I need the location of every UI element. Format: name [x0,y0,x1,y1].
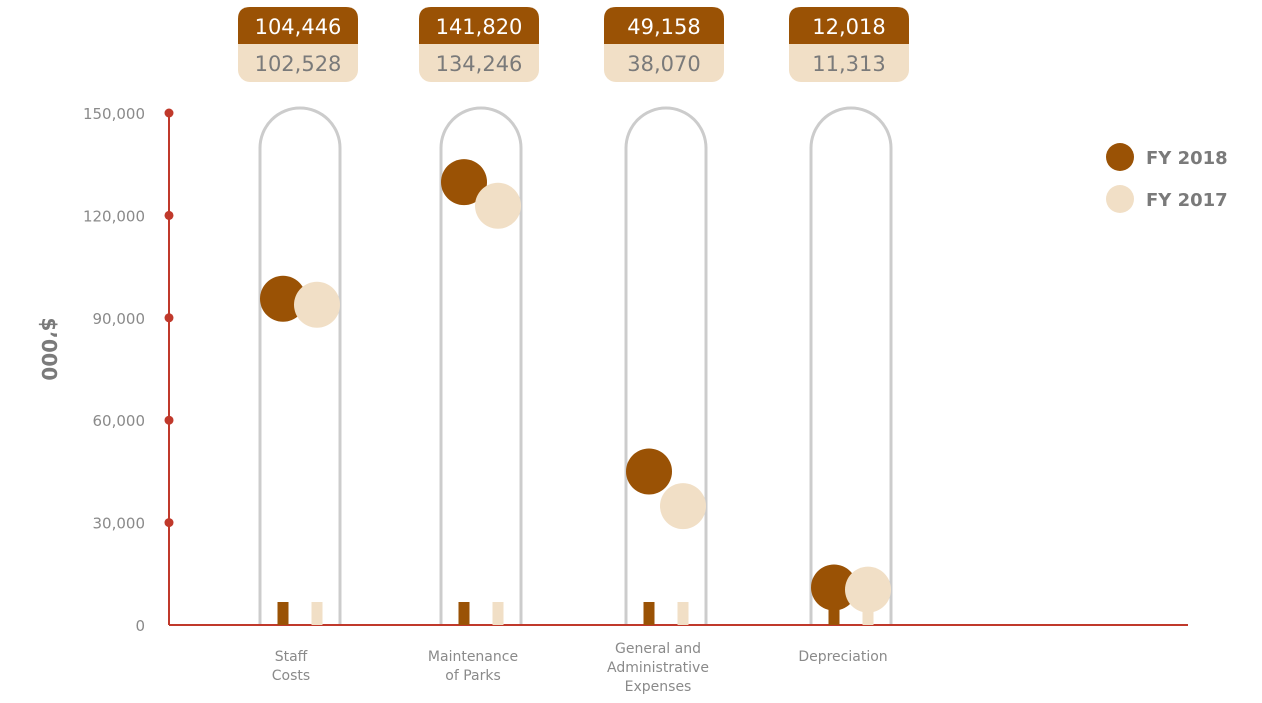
lollipop-dot [475,182,521,229]
lollipop-dot [260,275,306,322]
category-outline [809,106,893,625]
y-tick-dot [164,210,174,220]
category-label-line: Administrative [607,660,709,676]
lollipop-stem [828,602,840,625]
category-outlines [258,106,893,625]
badge-value-fy2018: 104,446 [255,15,342,39]
legend-label: FY 2018 [1146,148,1228,169]
value-badge: 49,158 38,070 [604,7,724,82]
legend: FY 2018 FY 2017 [1106,143,1228,213]
category-label-line: Expenses [625,679,692,695]
y-tick-dot [164,108,174,118]
category-label-line: Staff [275,649,308,665]
value-badge: 141,820 134,246 [419,7,539,82]
category-label: Staff Costs [272,649,310,684]
y-tick-label: 30,000 [93,515,146,533]
category-label-line: Maintenance [428,649,518,665]
badge-top-bg [789,7,909,44]
lollipop-stem [643,602,655,625]
badge-value-fy2018: 49,158 [627,15,700,39]
category-label-line: Costs [272,668,310,684]
lollipop-stem [862,602,874,625]
lollipop-dot [441,159,487,206]
legend-swatch [1106,143,1134,171]
category-label-line: of Parks [445,668,501,684]
category-labels: Staff Costs Maintenance of Parks General and… [272,641,888,695]
category-label: General and Administrative Expenses [607,641,709,695]
y-tick-label: 150,000 [83,105,145,123]
badge-value-fy2017: 134,246 [436,52,523,76]
lollipop-stem [277,602,289,625]
lollipop-dot [626,448,672,495]
value-badges: 104,446 102,528 141,820 134,246 49,158 38,070… [238,7,909,82]
badge-value-fy2018: 141,820 [436,15,523,39]
category-label-line: Depreciation [798,649,887,665]
category-label: Depreciation [798,649,887,665]
axes [168,113,1188,626]
badge-value-fy2017: 11,313 [812,52,885,76]
y-tick-dot [164,415,174,425]
y-tick-label: 60,000 [93,412,146,430]
legend-label: FY 2017 [1146,190,1228,211]
lollipop-dot [845,566,891,613]
legend-swatch [1106,185,1134,213]
y-ticks: 0 30,000 60,000 90,000 120,000 150,000 [83,105,174,635]
badge-value-fy2018: 12,018 [812,15,885,39]
badge-top-bg [604,7,724,44]
y-tick-dot [164,313,174,323]
lollipop-marks [260,159,891,625]
lollipop-dot [660,483,706,530]
lollipop-stem [311,602,323,625]
lollipop-stem [458,602,470,625]
y-tick-label: 120,000 [83,207,145,225]
category-label: Maintenance of Parks [428,649,518,684]
value-badge: 12,018 11,313 [789,7,909,82]
y-tick-dot [164,518,174,528]
badge-value-fy2017: 38,070 [627,52,700,76]
lollipop-dot [294,281,340,328]
lollipop-stem [677,602,689,625]
lollipop-stem [492,602,504,625]
category-outline [624,106,708,625]
badge-value-fy2017: 102,528 [255,52,342,76]
category-outline [439,106,523,625]
lollipop-dot [811,564,857,611]
y-axis-title: $’000 [37,317,61,380]
badge-top-bg [238,7,358,44]
category-outline [258,106,342,625]
y-tick-label: 90,000 [93,310,146,328]
category-label-line: General and [615,641,701,657]
y-tick-label: 0 [135,617,145,635]
badge-top-bg [419,7,539,44]
value-badge: 104,446 102,528 [238,7,358,82]
